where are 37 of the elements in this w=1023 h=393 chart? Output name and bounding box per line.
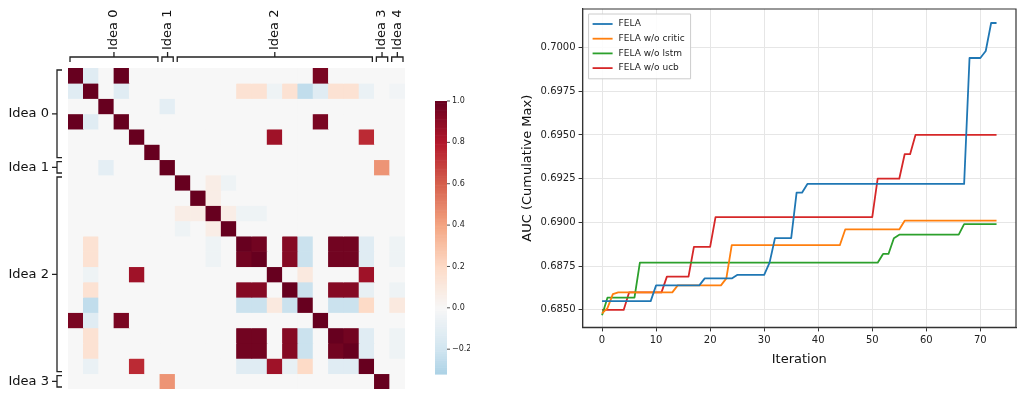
x-tick-label: 10 xyxy=(649,333,663,345)
legend-label: FELA xyxy=(618,18,642,29)
x-tick-label: Idea 1 xyxy=(158,9,174,50)
y-tick-label: 0.6850 xyxy=(540,303,576,315)
x-tick-label: 20 xyxy=(703,333,717,345)
color-bar-label: 0.6 xyxy=(452,178,465,188)
color-bar-label: 0.4 xyxy=(452,220,465,230)
x-tick-label: 50 xyxy=(865,333,879,345)
y-tick-label: Idea 3 xyxy=(8,372,49,388)
y-tick-label: 0.7000 xyxy=(540,41,576,53)
color-bar-label: 0.2 xyxy=(452,261,465,271)
legend-label: FELA w/o critic xyxy=(618,33,685,44)
legend-label: FELA w/o ucb xyxy=(618,62,680,73)
y-tick-label: 0.6975 xyxy=(540,84,576,96)
color-bar-label: 0.0 xyxy=(452,302,465,312)
x-tick-label: 60 xyxy=(919,333,933,345)
y-tick-label: Idea 0 xyxy=(8,105,49,121)
color-bar-label: 1.0 xyxy=(452,96,465,106)
x-tick-label: Idea 2 xyxy=(266,9,282,50)
x-tick-label: Idea 4 xyxy=(388,9,404,50)
y-tick-label: Idea 2 xyxy=(8,265,49,281)
y-tick-label: Idea 1 xyxy=(8,158,49,174)
x-tick-label: Idea 3 xyxy=(373,9,389,50)
color-bar-label: 0.8 xyxy=(452,137,465,147)
y-tick-label: 0.6925 xyxy=(540,172,576,184)
y-tick-label: 0.6950 xyxy=(540,128,576,140)
y-tick-label: 0.6875 xyxy=(540,259,576,271)
x-tick-label: 40 xyxy=(811,333,825,345)
x-tick-label: 70 xyxy=(973,333,987,345)
y-axis-title: AUC (Cumulative Max) xyxy=(519,94,535,242)
x-tick-label: Idea 0 xyxy=(105,9,121,50)
color-bar-label: −0.2 xyxy=(452,344,472,354)
y-tick-label: 0.6900 xyxy=(540,216,576,228)
legend-label: FELA w/o lstm xyxy=(618,47,682,58)
x-tick-label: 0 xyxy=(598,333,606,345)
x-axis-title: Iteration xyxy=(771,350,827,366)
x-tick-label: 30 xyxy=(757,333,771,345)
